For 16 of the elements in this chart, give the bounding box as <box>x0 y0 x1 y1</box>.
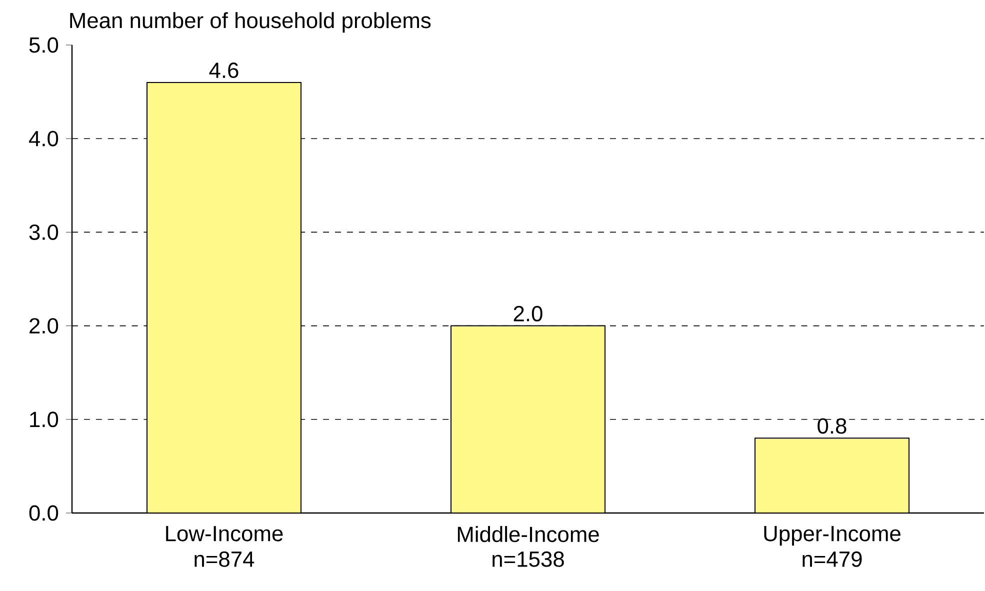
data-label: 4.6 <box>209 62 238 78</box>
text: n=874 <box>194 551 254 567</box>
data-label: 2.0 <box>514 306 542 322</box>
x-tick-label: Low-Income <box>166 526 283 542</box>
y-tick-label: 3.0 <box>29 224 58 240</box>
y-axis-title: Mean number of household problems <box>70 12 431 33</box>
y-tick-label: 2.0 <box>30 318 58 334</box>
x-tick-label: Upper-Income <box>764 526 900 546</box>
text: n=1538 <box>492 551 564 567</box>
data-label: 0.8 <box>818 418 846 434</box>
y-tick-label: 5.0 <box>29 37 58 53</box>
x-tick-label: Middle-Income <box>458 526 599 542</box>
y-tick-label: 1.0 <box>30 412 58 428</box>
y-tick-label: 0.0 <box>29 505 58 521</box>
text: n=479 <box>802 551 862 567</box>
y-tick-label: 4.0 <box>28 130 58 146</box>
